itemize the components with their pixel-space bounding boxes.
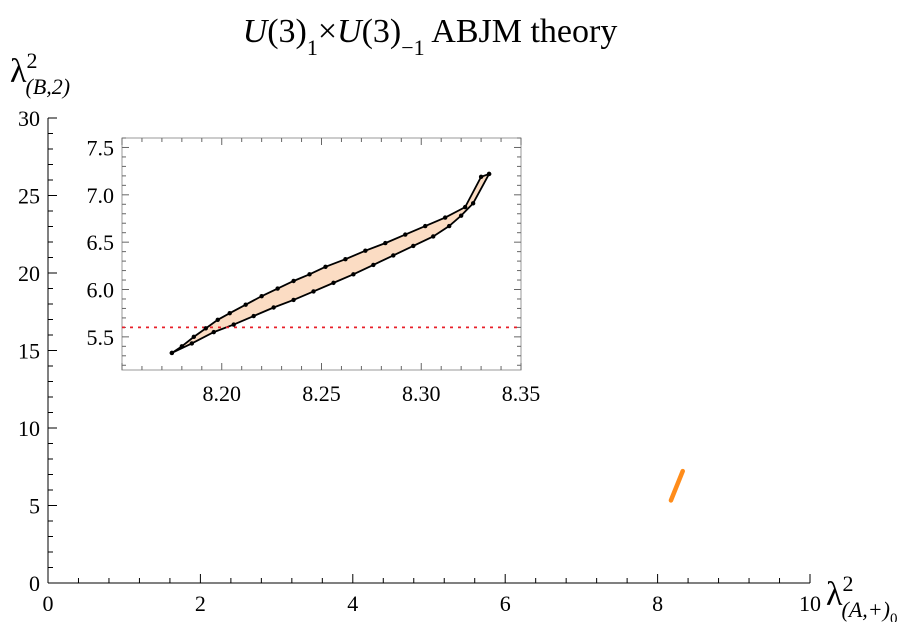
inset-y-tick-label: 7.5: [87, 135, 115, 160]
inset-data-point: [458, 213, 464, 218]
inset-data-point: [442, 215, 448, 220]
x-tick-label: 2: [195, 591, 206, 616]
inset-data-point: [423, 223, 428, 229]
inset-data-point: [169, 350, 175, 356]
inset-x-tick-label: 8.35: [502, 381, 541, 406]
inset-axes: 8.20 8.25 8.30 8.35 5.5 6.0 6.5 7.0 7.5: [87, 135, 541, 406]
inset-data-point: [383, 240, 388, 246]
inset-data-point: [307, 272, 312, 277]
main-axes: 0 2 4 6 8 10 0 5 10 15 20 25 30: [18, 106, 821, 616]
inset-data-point: [363, 248, 368, 253]
inset-data-point: [191, 334, 197, 340]
inset-data-point: [291, 297, 296, 303]
inset-data-point: [227, 310, 232, 316]
inset-data-point: [486, 171, 492, 177]
inset-data-point: [259, 293, 264, 299]
chart-title: U(3)1×U(3)−1 ABJM theory: [243, 13, 618, 60]
inset-data-point: [243, 302, 248, 307]
inset-data-point: [478, 174, 484, 180]
x-tick-label: 8: [652, 591, 663, 616]
inset-data-point: [351, 272, 356, 277]
inset-y-tick-label: 5.5: [87, 325, 115, 350]
inset-data-point: [291, 278, 296, 284]
x-tick-label: 0: [43, 591, 54, 616]
inset-data-point: [431, 234, 436, 239]
inset-data-point: [275, 286, 280, 291]
inset-data-point: [231, 322, 236, 327]
inset-x-tick-label: 8.30: [402, 381, 441, 406]
inset-data-point: [203, 326, 208, 331]
inset-x-tick-label: 8.20: [203, 381, 242, 406]
inset-data-point: [403, 232, 408, 237]
inset-data-point: [251, 313, 256, 319]
inset-data-point: [331, 280, 336, 286]
inset-data-point: [271, 305, 276, 310]
inset-data-point: [179, 344, 185, 349]
y-tick-label: 10: [18, 416, 40, 441]
inset-data-point: [343, 257, 348, 262]
inset-data-point: [446, 223, 452, 229]
inset-data-point: [311, 289, 316, 294]
inset-frame: [121, 137, 522, 371]
allowed-region: [668, 468, 685, 503]
x-axis-label: λ2 (A,+)0: [826, 571, 897, 622]
inset-x-tick-label: 8.25: [302, 381, 341, 406]
inset-data-point: [211, 329, 216, 335]
y-tick-label: 25: [18, 184, 40, 209]
inset-data-point: [462, 204, 468, 210]
inset-allowed-region: [171, 173, 490, 353]
inset-data-point: [323, 264, 328, 269]
inset-data-point: [391, 253, 396, 258]
inset-data-point: [411, 243, 416, 249]
inset-y-tick-label: 7.0: [87, 183, 115, 208]
y-tick-label: 0: [29, 571, 40, 596]
y-tick-label: 20: [18, 261, 40, 286]
inset-y-tick-label: 6.5: [87, 230, 115, 255]
y-tick-label: 5: [29, 494, 40, 519]
inset-data-point: [470, 201, 476, 206]
inset-y-tick-label: 6.0: [87, 278, 115, 303]
x-tick-label: 4: [347, 591, 358, 616]
inset-lower-boundary: [171, 173, 490, 354]
x-tick-label: 6: [500, 591, 511, 616]
inset-data-point: [371, 262, 376, 268]
x-tick-label: 10: [799, 591, 821, 616]
y-tick-label: 30: [18, 106, 40, 131]
inset-data-point: [189, 341, 195, 346]
y-tick-label: 15: [18, 339, 40, 364]
y-axis-label: λ2 (B,2): [10, 48, 70, 99]
inset-data-point: [215, 317, 220, 323]
